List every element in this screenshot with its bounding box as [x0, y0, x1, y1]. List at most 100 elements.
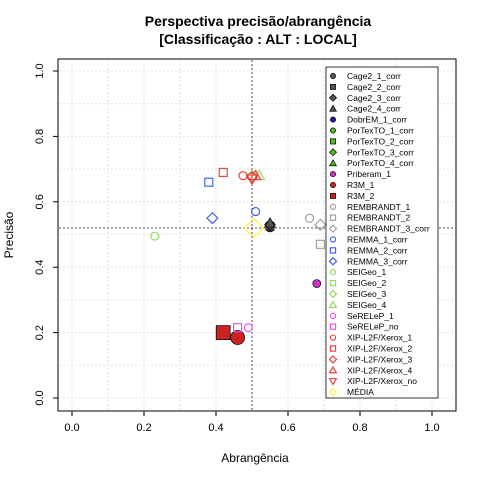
y-tick-label-4: 0.8	[34, 129, 46, 144]
legend-label-12: REMBRANDT_1	[347, 202, 411, 212]
data-point-13	[315, 239, 325, 249]
legend-symbol-24	[329, 334, 337, 341]
legend-symbol-5	[330, 127, 336, 134]
legend-symbol-17	[328, 257, 338, 266]
legend-symbol-2	[328, 93, 338, 102]
legend-symbol-8	[329, 159, 337, 167]
legend-label-3: Cage2_4_corr	[347, 104, 401, 114]
legend-label-9: Priberam_1	[347, 169, 391, 179]
legend-symbol-16	[329, 247, 337, 254]
legend-label-2: Cage2_3_corr	[347, 93, 401, 103]
legend-symbol-14	[328, 224, 338, 233]
legend-label-21: SEIGeo_4	[347, 300, 386, 310]
legend-label-8: PorTexTO_4_corr	[347, 158, 414, 168]
legend-label-0: Cage2_1_corr	[347, 71, 401, 81]
legend-label-25: XIP-L2F/Xerox_2	[347, 344, 412, 354]
data-point-14	[314, 218, 327, 231]
legend-symbol-22	[329, 312, 337, 319]
legend: Cage2_1_corrCage2_2_corrCage2_3_corrCage…	[325, 66, 439, 399]
legend-symbol-0	[330, 73, 336, 79]
x-tick-label-5: 1.0	[424, 422, 439, 434]
legend-label-7: PorTexTO_3_corr	[347, 147, 414, 157]
legend-label-5: PorTexTO_1_corr	[347, 126, 414, 136]
data-point-3	[264, 217, 276, 228]
legend-symbol-27	[328, 365, 338, 374]
chart-title: Perspectiva precisão/abrangência	[145, 13, 372, 29]
legend-label-11: R3M_2	[347, 191, 375, 201]
chart-subtitle: [Classificação : ALT : LOCAL]	[159, 31, 357, 47]
legend-symbol-6	[330, 138, 336, 145]
legend-symbol-4	[330, 116, 336, 123]
x-tick-label-3: 0.6	[280, 422, 295, 434]
data-points	[150, 167, 327, 345]
x-axis-label: Abrangência	[221, 451, 289, 465]
legend-label-18: SEIGeo_1	[347, 267, 386, 277]
legend-symbol-9	[330, 171, 336, 178]
data-point-10	[230, 330, 245, 345]
legend-symbol-28	[328, 378, 338, 386]
legend-symbol-21	[328, 300, 338, 308]
data-point-24	[238, 171, 248, 181]
data-point-18	[150, 231, 160, 241]
data-point-23	[233, 323, 243, 333]
x-tick-label-1: 0.2	[136, 422, 151, 434]
y-tick-label-5: 1.0	[34, 63, 46, 78]
legend-symbol-25	[329, 345, 337, 352]
legend-label-17: REMMA_3_corr	[347, 256, 408, 266]
data-point-9	[312, 279, 322, 288]
legend-symbol-29	[328, 387, 338, 397]
data-point-25	[218, 167, 228, 177]
legend-symbol-1	[330, 83, 336, 90]
x-tick-label-0: 0.0	[64, 422, 79, 434]
data-point-17	[206, 211, 219, 225]
legend-label-22: SeRELeP_1	[347, 311, 394, 321]
legend-symbol-19	[329, 279, 337, 287]
data-point-11	[215, 325, 231, 340]
legend-label-27: XIP-L2F/Xerox_4	[347, 365, 412, 375]
data-point-15	[251, 207, 261, 217]
y-tick-label-3: 0.6	[34, 194, 46, 209]
legend-symbol-13	[329, 214, 337, 221]
legend-label-13: REMBRANDT_2	[347, 213, 411, 223]
legend-label-4: DobrEM_1_corr	[347, 115, 407, 125]
data-point-22	[243, 323, 253, 333]
legend-label-28: XIP-L2F/Xerox_no	[347, 376, 417, 386]
plot-frame	[57, 58, 457, 412]
legend-symbol-15	[329, 236, 337, 243]
legend-symbol-18	[329, 269, 337, 276]
legend-label-26: XIP-L2F/Xerox_3	[347, 354, 412, 364]
legend-symbol-26	[328, 355, 338, 364]
data-point-28	[245, 174, 259, 186]
legend-label-1: Cage2_2_corr	[347, 82, 401, 92]
x-tick-label-4: 0.8	[352, 422, 367, 434]
x-axis: 0.0 0.2 0.4 0.6 0.8 1.0	[64, 411, 440, 434]
legend-label-10: R3M_1	[347, 180, 375, 190]
legend-label-23: SeRELeP_no	[347, 322, 399, 332]
legend-label-29: MÉDIA	[347, 387, 374, 397]
data-point-12	[305, 213, 315, 223]
data-point-29	[243, 217, 265, 239]
legend-symbol-20	[328, 289, 338, 299]
y-tick-label-2: 0.4	[34, 260, 46, 275]
y-axis-label: Precisão	[2, 211, 16, 258]
legend-symbol-10	[330, 182, 336, 188]
legend-label-16: REMMA_2_corr	[347, 245, 408, 255]
legend-symbol-7	[328, 148, 338, 157]
legend-symbol-12	[329, 203, 337, 210]
legend-label-14: REMBRANDT_3_corr	[347, 224, 430, 234]
y-tick-label-1: 0.2	[34, 325, 46, 340]
y-tick-label-0: 0.0	[34, 390, 46, 405]
data-point-20	[245, 169, 259, 182]
legend-frame	[325, 66, 439, 399]
legend-symbol-23	[329, 323, 337, 330]
legend-label-19: SEIGeo_2	[347, 278, 386, 288]
legend-label-6: PorTexTO_2_corr	[347, 136, 414, 146]
legend-label-15: REMMA_1_corr	[347, 235, 408, 245]
y-axis: 0.0 0.2 0.4 0.6 0.8 1.0	[34, 63, 58, 406]
legend-symbol-3	[329, 104, 337, 112]
data-point-16	[204, 177, 214, 187]
legend-label-24: XIP-L2F/Xerox_1	[347, 333, 412, 343]
legend-symbol-11	[330, 192, 336, 199]
legend-label-20: SEIGeo_3	[347, 289, 386, 299]
